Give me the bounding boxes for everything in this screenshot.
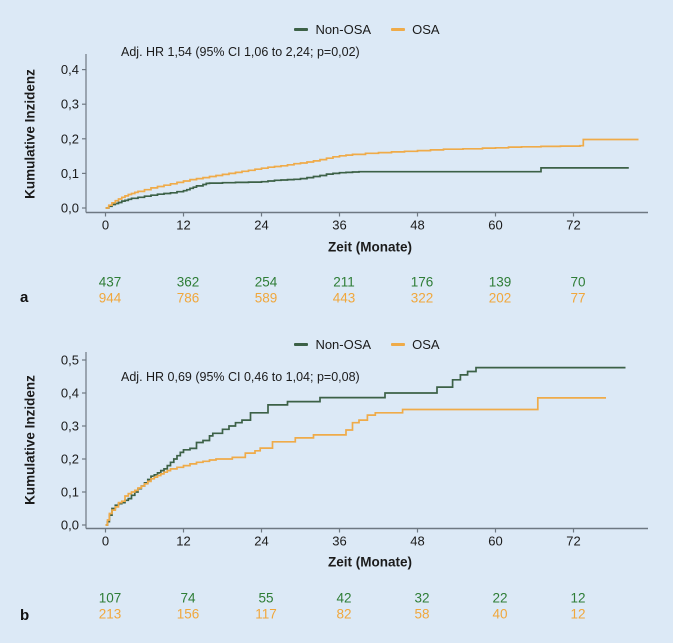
- y-tick-label-b: 0,2: [61, 452, 79, 467]
- x-tick-label-a: 60: [488, 218, 502, 233]
- risk-count-non-osa-b: 22: [492, 591, 507, 606]
- risk-count-non-osa-b: 55: [258, 591, 273, 606]
- risk-count-osa-a: 202: [489, 291, 512, 306]
- non-osa-line-swatch-icon: [294, 343, 309, 346]
- x-tick-label-a: 48: [410, 218, 424, 233]
- panel-letter-a: a: [20, 289, 29, 306]
- risk-count-non-osa-b: 107: [99, 591, 122, 606]
- x-tick-label-a: 36: [332, 218, 346, 233]
- legend-panel-b: Non-OSA OSA: [86, 337, 648, 352]
- risk-count-osa-a: 944: [99, 291, 122, 306]
- osa-line-swatch-icon: [391, 28, 406, 31]
- panel-letter-b: b: [20, 607, 30, 624]
- y-tick-label-b: 0,3: [61, 419, 79, 434]
- x-tick-label-b: 36: [332, 534, 346, 549]
- x-tick-label-a: 12: [176, 218, 190, 233]
- risk-count-non-osa-b: 42: [336, 591, 351, 606]
- legend-panel-a: Non-OSA OSA: [86, 22, 648, 37]
- risk-count-osa-a: 322: [411, 291, 434, 306]
- non-osa-line-swatch-icon: [294, 28, 309, 31]
- x-tick-label-b: 24: [254, 534, 268, 549]
- legend-label-osa: OSA: [412, 22, 440, 37]
- x-tick-label-a: 24: [254, 218, 268, 233]
- hazard-ratio-annotation-b: Adj. HR 0,69 (95% CI 0,46 to 1,04; p=0,0…: [121, 370, 360, 384]
- risk-count-non-osa-b: 32: [414, 591, 429, 606]
- curve-osa-a: [105, 138, 639, 209]
- curve-osa-b: [105, 397, 606, 526]
- x-tick-label-b: 0: [102, 534, 109, 549]
- risk-count-non-osa-a: 254: [255, 275, 278, 290]
- y-tick-label-a: 0,4: [61, 62, 79, 77]
- y-tick-label-a: 0,1: [61, 166, 79, 181]
- risk-count-osa-b: 117: [255, 607, 277, 622]
- risk-count-osa-a: 589: [255, 291, 278, 306]
- legend-label-non-osa: Non-OSA: [315, 337, 372, 352]
- y-tick-label-b: 0,0: [61, 518, 79, 533]
- risk-count-osa-b: 12: [570, 607, 585, 622]
- risk-count-non-osa-a: 70: [570, 275, 585, 290]
- risk-count-osa-b: 213: [99, 607, 122, 622]
- y-tick-label-b: 0,4: [61, 386, 79, 401]
- x-axis-title-b: Zeit (Monate): [328, 554, 412, 570]
- risk-count-osa-b: 40: [492, 607, 507, 622]
- risk-count-osa-a: 443: [333, 291, 356, 306]
- legend-item-non-osa: Non-OSA: [294, 22, 371, 37]
- y-axis-title-b: Kumulative Inzidenz: [22, 375, 38, 505]
- risk-count-osa-b: 58: [414, 607, 429, 622]
- x-axis-title-a: Zeit (Monate): [328, 239, 412, 255]
- y-tick-label-a: 0,3: [61, 97, 79, 112]
- x-tick-label-b: 48: [410, 534, 424, 549]
- curve-non-osa-a: [105, 167, 629, 209]
- risk-count-non-osa-a: 139: [489, 275, 512, 290]
- legend-label-non-osa: Non-OSA: [315, 22, 372, 37]
- x-tick-label-a: 0: [102, 218, 109, 233]
- hazard-ratio-annotation-a: Adj. HR 1,54 (95% CI 1,06 to 2,24; p=0,0…: [121, 45, 360, 59]
- x-tick-label-b: 72: [566, 534, 580, 549]
- risk-count-non-osa-b: 12: [570, 591, 585, 606]
- risk-count-osa-a: 786: [177, 291, 200, 306]
- risk-count-osa-b: 156: [177, 607, 200, 622]
- risk-count-non-osa-a: 437: [99, 275, 122, 290]
- risk-count-non-osa-a: 176: [411, 275, 434, 290]
- osa-line-swatch-icon: [391, 343, 406, 346]
- curve-non-osa-b: [105, 366, 626, 526]
- y-tick-label-a: 0,2: [61, 131, 79, 146]
- x-tick-label-a: 72: [566, 218, 580, 233]
- risk-count-non-osa-a: 211: [333, 275, 355, 290]
- y-axis-title-a: Kumulative Inzidenz: [22, 69, 38, 199]
- legend-item-osa: OSA: [391, 22, 440, 37]
- y-tick-label-b: 0,5: [61, 353, 79, 368]
- legend-item-non-osa: Non-OSA: [294, 337, 371, 352]
- risk-count-non-osa-a: 362: [177, 275, 200, 290]
- legend-label-osa: OSA: [412, 337, 440, 352]
- risk-count-osa-b: 82: [336, 607, 351, 622]
- risk-count-osa-a: 77: [570, 291, 585, 306]
- x-tick-label-b: 12: [176, 534, 190, 549]
- risk-count-non-osa-b: 74: [180, 591, 196, 606]
- legend-item-osa: OSA: [391, 337, 440, 352]
- x-tick-label-b: 60: [488, 534, 502, 549]
- y-tick-label-b: 0,1: [61, 485, 79, 500]
- y-tick-label-a: 0,0: [61, 201, 79, 216]
